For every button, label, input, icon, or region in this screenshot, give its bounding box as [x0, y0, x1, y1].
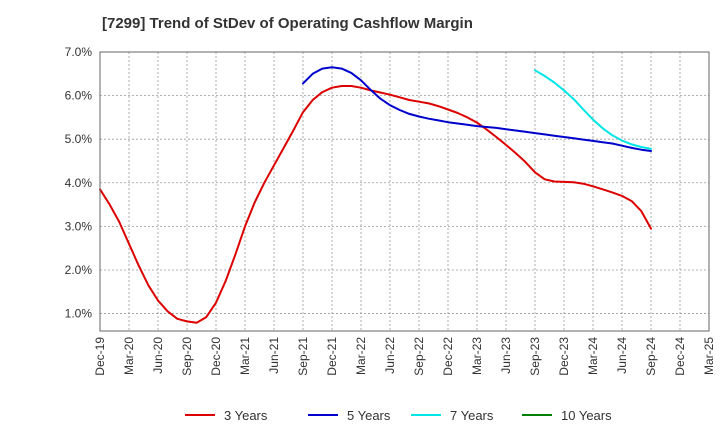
- x-tick-label: Dec-22: [441, 337, 455, 376]
- legend: 3 Years 5 Years 7 Years 10 Years: [185, 408, 612, 423]
- legend-label: 7 Years: [450, 408, 494, 423]
- plot-frame: [99, 51, 710, 332]
- x-tick-label: Jun-24: [615, 337, 629, 374]
- y-tick-label: 1.0%: [65, 307, 93, 321]
- x-tick-label: Sep-23: [528, 337, 542, 376]
- x-tick-label: Sep-24: [644, 337, 658, 376]
- x-tick-label: Dec-23: [557, 337, 571, 376]
- y-tick-label: 4.0%: [65, 176, 93, 190]
- x-axis-ticks: Dec-19 Mar-20 Jun-20 Sep-20 Dec-20 Mar-21 Jun-…: [93, 337, 716, 376]
- y-tick-label: 7.0%: [65, 45, 93, 59]
- x-tick-label: Mar-24: [586, 337, 600, 375]
- chart-title: [7299] Trend of StDev of Operating Cashf…: [102, 15, 473, 32]
- legend-label: 10 Years: [561, 408, 612, 423]
- series-line-7-years: [534, 69, 652, 150]
- x-tick-label: Dec-20: [209, 337, 223, 376]
- x-tick-label: Sep-21: [296, 337, 310, 376]
- series-lines: [99, 66, 652, 324]
- x-tick-label: Mar-21: [238, 337, 252, 375]
- x-tick-label: Mar-22: [354, 337, 368, 375]
- x-tick-label: Mar-23: [470, 337, 484, 375]
- x-tick-label: Mar-20: [122, 337, 136, 375]
- y-tick-label: 2.0%: [65, 263, 93, 277]
- legend-label: 3 Years: [224, 408, 268, 423]
- x-tick-label: Dec-24: [673, 337, 687, 376]
- x-tick-label: Jun-23: [499, 337, 513, 374]
- grid-lines: [100, 52, 709, 331]
- x-tick-label: Jun-20: [151, 337, 165, 374]
- x-tick-label: Dec-19: [93, 337, 107, 376]
- x-tick-label: Sep-22: [412, 337, 426, 376]
- y-tick-label: 3.0%: [65, 219, 93, 233]
- x-tick-label: Sep-20: [180, 337, 194, 376]
- y-tick-label: 6.0%: [65, 89, 93, 103]
- series-line-5-years: [302, 66, 652, 152]
- x-tick-label: Jun-22: [383, 337, 397, 374]
- y-axis-ticks: 1.0% 2.0% 3.0% 4.0% 5.0% 6.0% 7.0%: [65, 45, 93, 321]
- x-tick-label: Mar-25: [702, 337, 716, 375]
- x-tick-label: Dec-21: [325, 337, 339, 376]
- series-line-3-years: [99, 85, 652, 324]
- legend-label: 5 Years: [347, 408, 391, 423]
- y-tick-label: 5.0%: [65, 132, 93, 146]
- x-tick-label: Jun-21: [267, 337, 281, 374]
